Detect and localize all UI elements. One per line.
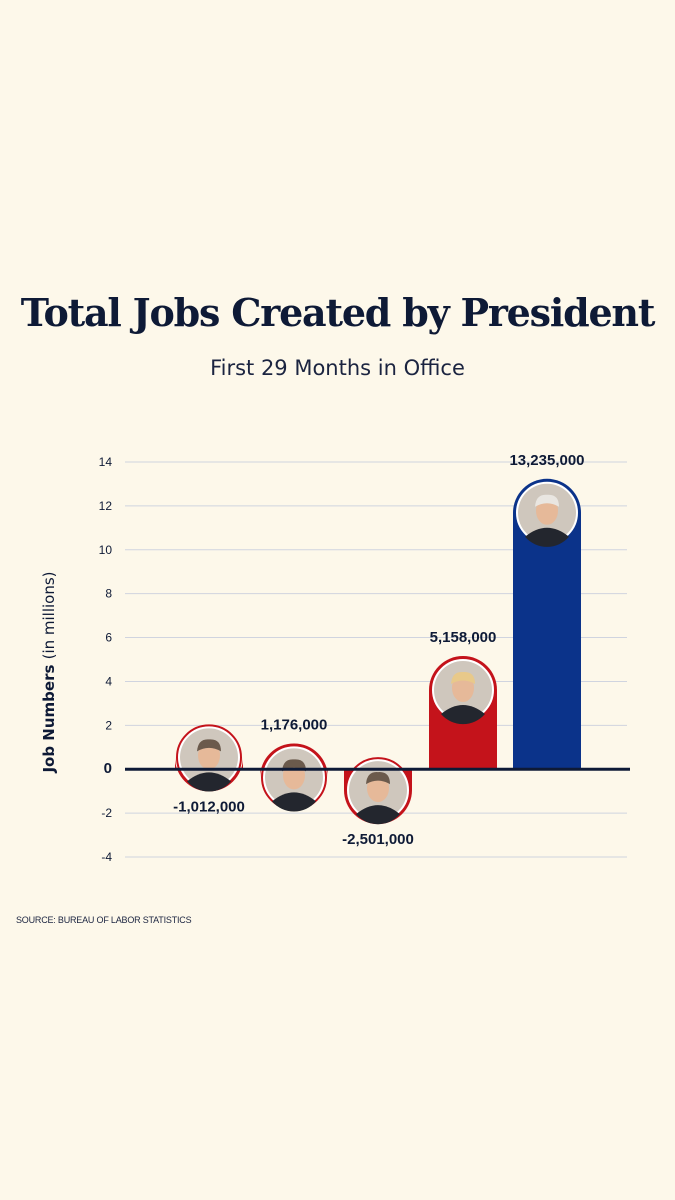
portrait-badge bbox=[345, 757, 411, 825]
portrait-badge bbox=[176, 724, 242, 792]
portrait-shoulders bbox=[525, 527, 569, 547]
portrait-hair bbox=[535, 494, 559, 507]
data-label: 13,235,000 bbox=[509, 452, 584, 469]
chart-title: Total Jobs Created by President bbox=[20, 290, 656, 335]
portrait-hair bbox=[451, 671, 475, 685]
y-tick-label: 14 bbox=[99, 455, 113, 469]
y-axis-title: Job Numbers (in millions) bbox=[40, 571, 58, 773]
portrait-shoulders bbox=[187, 772, 231, 792]
data-label: -2,501,000 bbox=[342, 831, 414, 848]
y-tick-label: 12 bbox=[99, 499, 113, 513]
y-axis-title-units: (in millions) bbox=[40, 571, 58, 659]
y-tick-label: -2 bbox=[101, 806, 112, 820]
portrait-hair bbox=[197, 739, 221, 752]
y-axis-title-bold: Job Numbers bbox=[40, 659, 58, 773]
data-label: 5,158,000 bbox=[430, 629, 497, 646]
portrait-shoulders bbox=[272, 792, 316, 812]
y-tick-label: 8 bbox=[105, 587, 112, 601]
y-tick-label: 4 bbox=[105, 674, 112, 688]
source-note: SOURCE: BUREAU OF LABOR STATISTICS bbox=[16, 915, 192, 925]
y-tick-label: 6 bbox=[105, 631, 112, 645]
chart-subtitle: First 29 Months in Office bbox=[210, 356, 465, 380]
y-tick-label: 2 bbox=[105, 718, 112, 732]
portrait-shoulders bbox=[356, 805, 400, 825]
portrait-badge bbox=[261, 744, 327, 812]
y-tick-label: 0 bbox=[104, 760, 112, 777]
y-tick-label: -4 bbox=[101, 850, 112, 864]
bar bbox=[513, 478, 581, 770]
portrait-badge bbox=[430, 657, 496, 725]
data-label: -1,012,000 bbox=[173, 798, 245, 815]
portrait-hair bbox=[366, 772, 390, 785]
data-label: 1,176,000 bbox=[261, 716, 328, 733]
portrait-badge bbox=[514, 479, 580, 547]
portrait-shoulders bbox=[441, 705, 485, 725]
y-tick-label: 10 bbox=[99, 543, 113, 557]
